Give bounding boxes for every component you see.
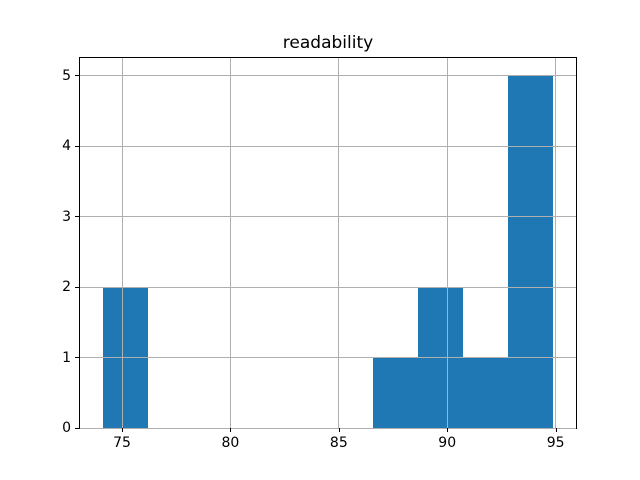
x-gridline — [555, 58, 557, 428]
y-gridline — [80, 357, 576, 359]
y-tick-label: 0 — [62, 420, 71, 436]
y-gridline — [80, 145, 576, 147]
y-tick-mark — [75, 216, 79, 218]
x-tick-mark — [555, 428, 557, 432]
x-tick-label: 85 — [329, 435, 348, 451]
y-tick-label: 3 — [62, 208, 71, 225]
x-tick-mark — [447, 428, 449, 432]
histogram-bar — [373, 357, 419, 428]
y-tick-mark — [75, 427, 79, 429]
y-tick-label: 5 — [62, 67, 71, 84]
x-gridline — [338, 58, 340, 428]
bars-layer — [80, 58, 576, 428]
grid-layer — [80, 58, 576, 429]
x-tick-label: 75 — [113, 435, 131, 451]
x-tick-mark — [230, 428, 232, 432]
y-tick-mark — [75, 75, 79, 77]
x-tick-mark — [122, 428, 124, 432]
x-tick-label: 95 — [546, 435, 565, 451]
histogram-bar — [508, 75, 554, 428]
y-tick-label: 1 — [62, 349, 71, 366]
y-gridline — [80, 427, 576, 429]
histogram-bar — [463, 357, 509, 428]
y-tick-mark — [75, 145, 79, 147]
x-tick-label: 90 — [438, 435, 457, 451]
y-tick-mark — [75, 357, 79, 359]
chart-title: readability — [282, 33, 374, 53]
x-tick-label: 80 — [221, 435, 240, 451]
y-gridline — [80, 216, 576, 218]
y-tick-label: 4 — [62, 138, 71, 155]
y-gridline — [80, 286, 576, 288]
x-gridline — [229, 58, 231, 428]
y-tick-mark — [75, 286, 79, 288]
x-tick-mark — [338, 428, 340, 432]
x-gridline — [446, 58, 448, 428]
x-gridline — [121, 58, 123, 428]
y-gridline — [80, 75, 576, 77]
y-tick-label: 2 — [62, 279, 71, 296]
axis-layer: 75 80 85 90 95 0 1 2 3 4 5 — [62, 58, 576, 451]
plot-area: 75 80 85 90 95 0 1 2 3 4 5 — [62, 57, 577, 451]
